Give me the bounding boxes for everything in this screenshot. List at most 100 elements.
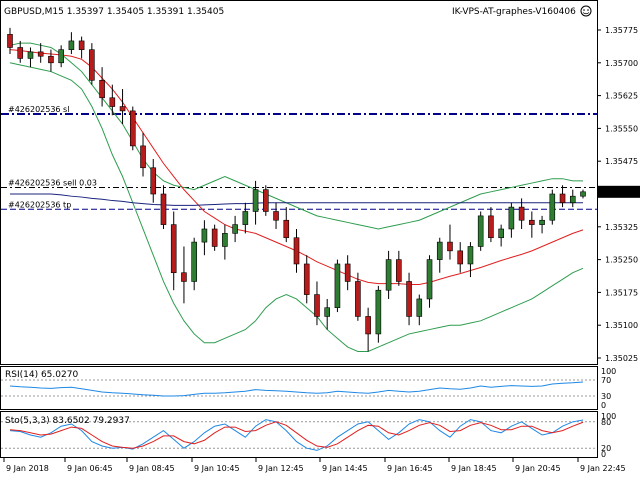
candle — [232, 215, 238, 243]
candle — [334, 259, 341, 313]
candle — [488, 207, 494, 243]
candle — [211, 224, 218, 251]
symbol-info: GBPUSD,M15 1.35397 1.35405 1.35391 1.354… — [4, 7, 224, 17]
smiley-icon — [580, 5, 592, 17]
candle-body — [109, 97, 116, 107]
candle-body — [344, 263, 351, 282]
candle — [160, 185, 167, 229]
main-pane[interactable] — [0, 0, 598, 365]
price-label: 1.35175 — [605, 288, 638, 297]
candle — [314, 281, 320, 326]
candle — [27, 47, 34, 68]
candle-body — [150, 167, 157, 195]
candle-body — [396, 259, 402, 282]
candle — [559, 185, 566, 208]
candle — [263, 185, 269, 216]
candle-body — [129, 110, 136, 147]
candle — [48, 49, 54, 72]
candle — [68, 32, 75, 55]
candle — [140, 132, 146, 177]
candle — [201, 220, 208, 256]
ea-name: IK-VPS-AT-graphes-V160406 — [452, 7, 576, 17]
candle — [385, 250, 392, 299]
candle-body — [406, 281, 412, 317]
rsi-scale-label: 0 — [601, 401, 606, 410]
candle-body — [27, 51, 34, 59]
rsi-scale-label: 70 — [601, 376, 611, 385]
candle-body — [529, 219, 535, 225]
candle-body — [477, 215, 484, 247]
candle-body — [355, 281, 361, 317]
candle-body — [89, 49, 95, 81]
candle-body — [539, 219, 545, 225]
candle-body — [170, 224, 177, 274]
candle — [355, 272, 361, 321]
candle-body — [7, 34, 13, 48]
candle-body — [201, 228, 208, 243]
candle-body — [324, 307, 330, 317]
candle-body — [48, 55, 54, 64]
candle — [170, 211, 177, 291]
candle-body — [78, 40, 85, 50]
stoch-label: Sto(5,3,3) 83.6502 79.2937 — [5, 416, 130, 426]
time-label: 9 Jan 12:45 — [258, 464, 304, 473]
current-price-label: 1.35405 — [602, 188, 635, 197]
price-label: 1.35475 — [605, 157, 638, 166]
candle — [37, 43, 44, 63]
candle-body — [68, 40, 75, 50]
candle — [569, 189, 576, 208]
rsi-line — [9, 381, 584, 397]
bb-lower-line — [9, 62, 584, 352]
rsi-label: RSI(14) 65.0270 — [5, 370, 78, 380]
rsi-pane[interactable] — [0, 366, 598, 410]
candle-body — [580, 191, 586, 197]
candle-body — [569, 195, 576, 204]
candle — [181, 246, 187, 304]
candle — [7, 27, 13, 55]
price-label: 1.35025 — [605, 354, 638, 363]
candle-body — [273, 211, 279, 221]
candle-body — [436, 241, 443, 260]
candle — [447, 224, 453, 260]
current-price-badge — [598, 185, 640, 198]
candle-body — [17, 47, 24, 59]
time-label: 9 Jan 18:45 — [451, 464, 497, 473]
candle — [293, 228, 300, 273]
candle — [426, 255, 433, 308]
candle — [436, 237, 443, 273]
candle — [467, 242, 474, 278]
candle-body — [191, 241, 197, 282]
price-label: 1.35700 — [605, 59, 638, 68]
ma-blue-line — [10, 193, 583, 206]
candle — [58, 45, 64, 68]
candle — [518, 198, 525, 229]
candle-body — [181, 272, 187, 282]
candle-body — [549, 193, 556, 221]
candle — [580, 189, 586, 199]
candle-body — [99, 79, 105, 99]
rsi-scale-label: 30 — [601, 392, 611, 401]
candle — [508, 202, 515, 238]
candle-body — [365, 316, 371, 335]
candle-body — [140, 145, 146, 169]
candle — [89, 43, 95, 85]
candle-body — [447, 241, 453, 252]
candle — [252, 180, 259, 225]
order-label: #426202536 sl — [8, 105, 69, 114]
candle — [344, 255, 351, 291]
price-label: 1.35625 — [605, 92, 638, 101]
candle — [457, 242, 464, 273]
candle-body — [375, 289, 382, 335]
candle — [222, 224, 228, 260]
bb-upper-line — [9, 42, 583, 230]
candle — [17, 40, 24, 63]
candle — [549, 189, 556, 225]
price-label: 1.35550 — [605, 124, 638, 133]
candle-body — [283, 219, 290, 239]
candle-body — [242, 211, 249, 225]
candle — [416, 294, 423, 326]
time-label: 9 Jan 22:45 — [580, 464, 626, 473]
candle — [529, 211, 535, 238]
time-label: 9 Jan 20:45 — [515, 464, 561, 473]
